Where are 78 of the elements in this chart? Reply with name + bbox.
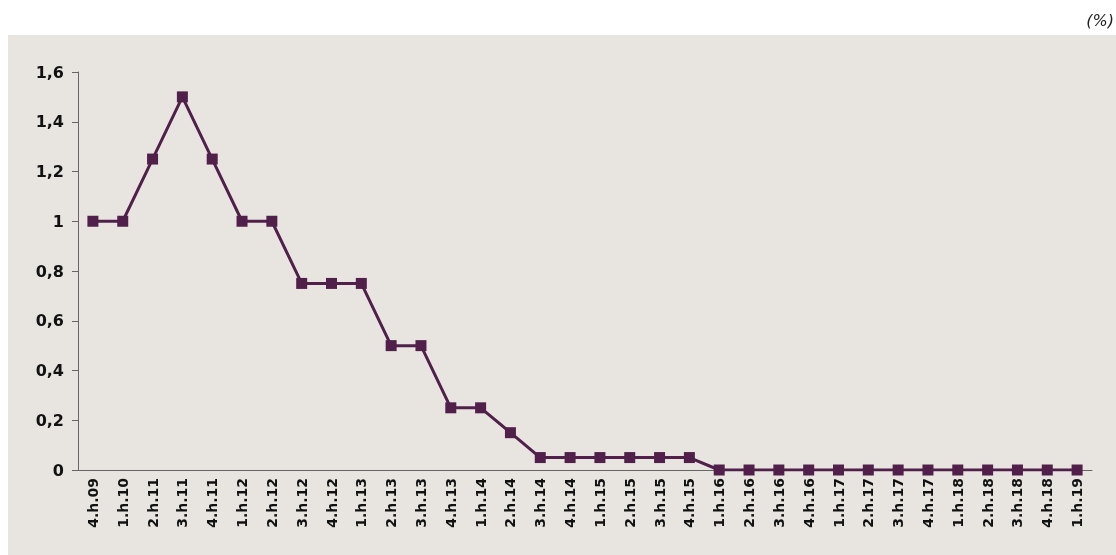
- point: [713, 464, 725, 476]
- point: [236, 215, 248, 227]
- x-tick-label: 4.h.11: [204, 478, 221, 528]
- x-tick-label: 3.h.13: [412, 478, 429, 528]
- x-tick-label: 3.h.11: [174, 478, 191, 528]
- x-tick-label: 1.h.19: [1069, 478, 1086, 528]
- point: [892, 464, 904, 476]
- x-tick-label: 4.h.13: [442, 478, 459, 528]
- point: [445, 402, 457, 414]
- y-tick-label: 0: [52, 460, 64, 480]
- point: [87, 215, 99, 227]
- point: [117, 215, 129, 227]
- point: [355, 277, 367, 289]
- point: [176, 91, 188, 103]
- x-tick-label: 2.h.15: [621, 478, 638, 528]
- x-tick-label: 4.h.16: [800, 478, 817, 528]
- x-tick-label: 2.h.17: [860, 478, 877, 528]
- x-tick-label: 1.h.17: [830, 478, 847, 528]
- point: [803, 464, 815, 476]
- y-tick-label: 0,2: [35, 410, 64, 430]
- point: [952, 464, 964, 476]
- y-tick-label: 1,6: [35, 62, 64, 82]
- point: [833, 464, 844, 476]
- x-tick-label: 3.h.12: [293, 478, 310, 528]
- point: [147, 153, 159, 165]
- point: [982, 464, 994, 476]
- y-axis-title: (%): [1086, 10, 1114, 30]
- x-tick-label: 2.h.13: [383, 478, 400, 528]
- point: [385, 340, 397, 352]
- y-tick-label: 1: [52, 211, 64, 231]
- y-tick-label: 1,2: [35, 162, 64, 181]
- point: [415, 340, 427, 352]
- point: [206, 153, 218, 165]
- point: [743, 464, 755, 476]
- x-tick-label: 1.h.13: [353, 478, 370, 528]
- x-tick-label: 2.h.12: [263, 478, 280, 528]
- y-tick-label: 0,4: [35, 361, 64, 380]
- x-tick-label: 1.h.16: [711, 478, 728, 528]
- point: [534, 452, 546, 464]
- point: [773, 464, 785, 476]
- x-tick-label: 4.h.12: [323, 478, 340, 528]
- x-tick-label: 1.h.10: [114, 477, 131, 528]
- point: [624, 452, 636, 464]
- x-tick-label: 4.h.17: [919, 478, 936, 528]
- y-tick-label: 1,4: [35, 112, 64, 132]
- point: [1041, 464, 1053, 476]
- point: [326, 277, 337, 289]
- x-tick-label: 2.h.11: [144, 478, 161, 528]
- point: [922, 464, 934, 476]
- x-tick-label: 2.h.14: [502, 477, 519, 528]
- point: [296, 277, 308, 289]
- x-tick-label: 1.h.12: [234, 478, 251, 528]
- point: [654, 452, 666, 464]
- point: [564, 452, 576, 464]
- point: [475, 402, 487, 414]
- y-tick-label: 0,8: [35, 261, 64, 281]
- point: [266, 215, 278, 227]
- point: [1011, 464, 1023, 476]
- x-tick-label: 3.h.16: [770, 478, 787, 528]
- y-tick-label: 0,6: [35, 311, 64, 331]
- x-tick-label: 2.h.16: [741, 478, 758, 528]
- x-tick-label: 3.h.15: [651, 478, 668, 528]
- point: [594, 452, 606, 464]
- x-tick-label: 4.h.14: [562, 477, 579, 528]
- x-tick-label: 4.h.15: [681, 478, 698, 528]
- point: [504, 427, 516, 439]
- x-tick-label: 2.h.18: [979, 478, 996, 528]
- x-tick-label: 1.h.18: [949, 478, 966, 528]
- point: [1071, 464, 1083, 476]
- x-tick-label: 3.h.17: [890, 478, 907, 528]
- x-tick-label: 4.h.09: [84, 478, 101, 528]
- x-tick-label: 3.h.18: [1009, 478, 1026, 528]
- x-tick-label: 1.h.14: [472, 477, 489, 528]
- point: [683, 452, 695, 464]
- x-tick-label: 1.h.15: [591, 478, 608, 528]
- point: [862, 464, 874, 476]
- x-tick-label: 4.h.18: [1039, 478, 1056, 528]
- x-tick-label: 3.h.14: [532, 477, 549, 528]
